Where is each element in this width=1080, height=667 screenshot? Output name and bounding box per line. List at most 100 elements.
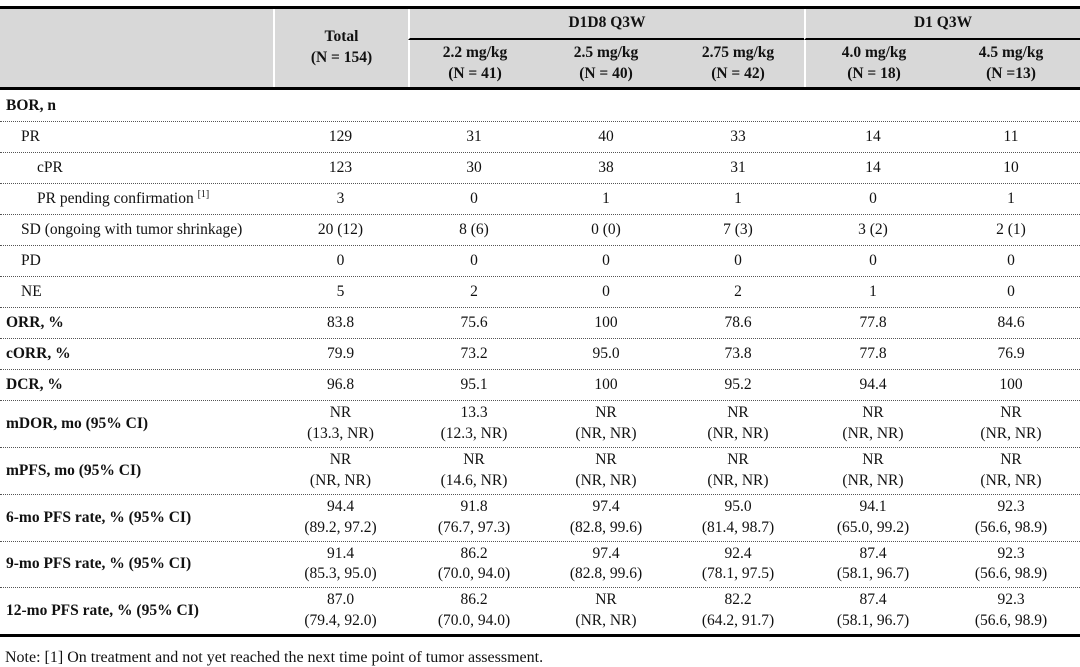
table-cell: NR (NR, NR) — [309, 450, 372, 489]
table-cell — [804, 104, 942, 108]
table-cell: 95.0 (81.4, 98.7) — [701, 497, 775, 536]
table-cell: 77.8 — [859, 313, 887, 331]
table-row: cORR, % 79.9 73.2 95.0 73.8 77.8 76.9 — [0, 338, 1080, 369]
table-cell: NR (13.3, NR) — [307, 404, 374, 442]
row-label: cPR — [37, 159, 63, 176]
table-cell: 87.4 (58.1, 96.7) — [836, 591, 910, 630]
table-row: PR 129 31 40 33 14 11 — [0, 121, 1080, 152]
table-cell: 2 — [470, 282, 478, 300]
table-cell: 0 — [869, 189, 877, 207]
table-cell: NR (NR, NR) — [575, 450, 637, 489]
table-cell: 0 — [1007, 251, 1015, 269]
table-cell — [540, 104, 672, 108]
table-cell: 1 — [734, 189, 742, 207]
table-row: ORR, % 83.8 75.6 100 78.6 77.8 84.6 — [0, 307, 1080, 338]
table-cell: 100 — [999, 375, 1023, 393]
table-header: Total (N = 154) D1D8 Q3W D1 Q3W 2.2 mg/k… — [0, 6, 1080, 90]
table-cell: 96.8 — [326, 375, 355, 393]
table-cell: NR (NR, NR) — [575, 591, 637, 630]
header-dose-4-0: 4.0 mg/kg (N = 18) — [804, 40, 942, 87]
table-cell — [408, 104, 540, 108]
table-cell: NR (NR, NR) — [980, 404, 1042, 442]
table-cell: NR (NR, NR) — [575, 404, 637, 442]
table-cell: 129 — [328, 127, 353, 145]
table-cell: 30 — [466, 158, 482, 176]
table-cell: NR (14.6, NR) — [440, 450, 508, 489]
table-cell: 97.4 (82.8, 99.6) — [569, 497, 643, 536]
table-cell: 76.9 — [997, 344, 1025, 362]
table-cell: 8 (6) — [459, 220, 489, 238]
table-cell: 33 — [730, 127, 746, 145]
row-label: cORR, % — [6, 345, 71, 362]
table-cell: 92.3 (56.6, 98.9) — [974, 497, 1048, 536]
table-row: PR pending confirmation [1] 3 0 1 1 0 1 — [0, 183, 1080, 214]
table-cell: 0 — [470, 189, 478, 207]
table-cell: 11 — [1003, 127, 1019, 145]
header-total-cell: Total (N = 154) — [273, 9, 408, 87]
header-dose-2-2: 2.2 mg/kg (N = 41) — [408, 40, 540, 87]
table-cell: 0 — [602, 251, 610, 269]
table-cell: 73.2 — [460, 344, 488, 362]
table-row: 6-mo PFS rate, % (95% CI) 94.4 (89.2, 97.… — [0, 493, 1080, 541]
table-cell: 100 — [594, 313, 618, 331]
row-label: PD — [21, 252, 41, 269]
table-cell: 75.6 — [460, 313, 488, 331]
table-footnote: Note: [1] On treatment and not yet reach… — [5, 649, 544, 667]
header-dose-2-5: 2.5 mg/kg (N = 40) — [573, 43, 639, 82]
table-cell: 0 — [869, 251, 877, 269]
table-cell: 84.6 — [997, 313, 1025, 331]
row-label: NE — [21, 283, 42, 300]
table-cell: NR (NR, NR) — [707, 404, 769, 442]
row-label: mDOR, mo (95% CI) — [6, 414, 149, 432]
table-row: SD (ongoing with tumor shrinkage) 20 (12)… — [0, 214, 1080, 245]
table-cell: 95.1 — [460, 375, 488, 393]
row-label: PR — [21, 128, 40, 145]
table-cell: 87.4 (58.1, 96.7) — [836, 544, 910, 583]
table-cell: 92.3 (56.6, 98.9) — [974, 544, 1048, 583]
table-cell: 100 — [594, 375, 618, 393]
header-dose-4-5: 4.5 mg/kg (N =13) — [978, 43, 1044, 82]
table-cell: 94.4 (89.2, 97.2) — [304, 497, 377, 536]
table-row: PD 0 0 0 0 0 0 — [0, 245, 1080, 276]
table-cell: 91.8 (76.7, 97.3) — [437, 497, 511, 536]
row-label: PR pending confirmation [1] — [37, 188, 210, 207]
table-cell: 2 (1) — [996, 220, 1026, 238]
table-cell: 14 — [865, 127, 881, 145]
table-cell — [273, 104, 408, 108]
table-cell: 2 — [734, 282, 742, 300]
row-label: DCR, % — [6, 376, 63, 393]
row-label: 6-mo PFS rate, % (95% CI) — [6, 508, 192, 526]
table-cell: 1 — [869, 282, 877, 300]
table-cell: 0 — [734, 251, 742, 269]
table-cell: 31 — [730, 158, 746, 176]
row-label: 12-mo PFS rate, % (95% CI) — [6, 602, 199, 620]
row-label: SD (ongoing with tumor shrinkage) — [21, 221, 243, 238]
table-cell: 38 — [598, 158, 614, 176]
table-cell: NR (NR, NR) — [842, 450, 904, 489]
table-cell: 123 — [328, 158, 353, 176]
table-cell: 73.8 — [724, 344, 752, 362]
table-cell: 1 — [1007, 189, 1015, 207]
table-cell: 79.9 — [326, 344, 355, 362]
header-dose-2-75: 2.75 mg/kg (N = 42) — [701, 43, 775, 82]
table-cell: 91.4 (85.3, 95.0) — [304, 544, 377, 583]
table-cell: 3 (2) — [858, 220, 888, 238]
row-label: 9-mo PFS rate, % (95% CI) — [6, 555, 192, 573]
row-label: ORR, % — [6, 314, 64, 331]
table-cell: NR (NR, NR) — [980, 450, 1042, 489]
table-row: cPR 123 30 38 31 14 10 — [0, 152, 1080, 183]
row-label: BOR, n — [6, 96, 56, 114]
table-cell: 3 — [336, 189, 345, 207]
table-cell: NR (NR, NR) — [842, 404, 904, 442]
row-label: mPFS, mo (95% CI) — [6, 461, 142, 479]
table-cell: 14 — [865, 158, 881, 176]
table-cell: 78.6 — [724, 313, 752, 331]
table-cell — [672, 104, 804, 108]
table-cell: 10 — [1003, 158, 1019, 176]
table-cell: 1 — [602, 189, 610, 207]
table-cell: 40 — [598, 127, 614, 145]
table-row: mDOR, mo (95% CI) NR (13.3, NR) 13.3 (12.3… — [0, 400, 1080, 447]
table-cell: 97.4 (82.8, 99.6) — [569, 544, 643, 583]
table-cell: 20 (12) — [317, 220, 364, 238]
